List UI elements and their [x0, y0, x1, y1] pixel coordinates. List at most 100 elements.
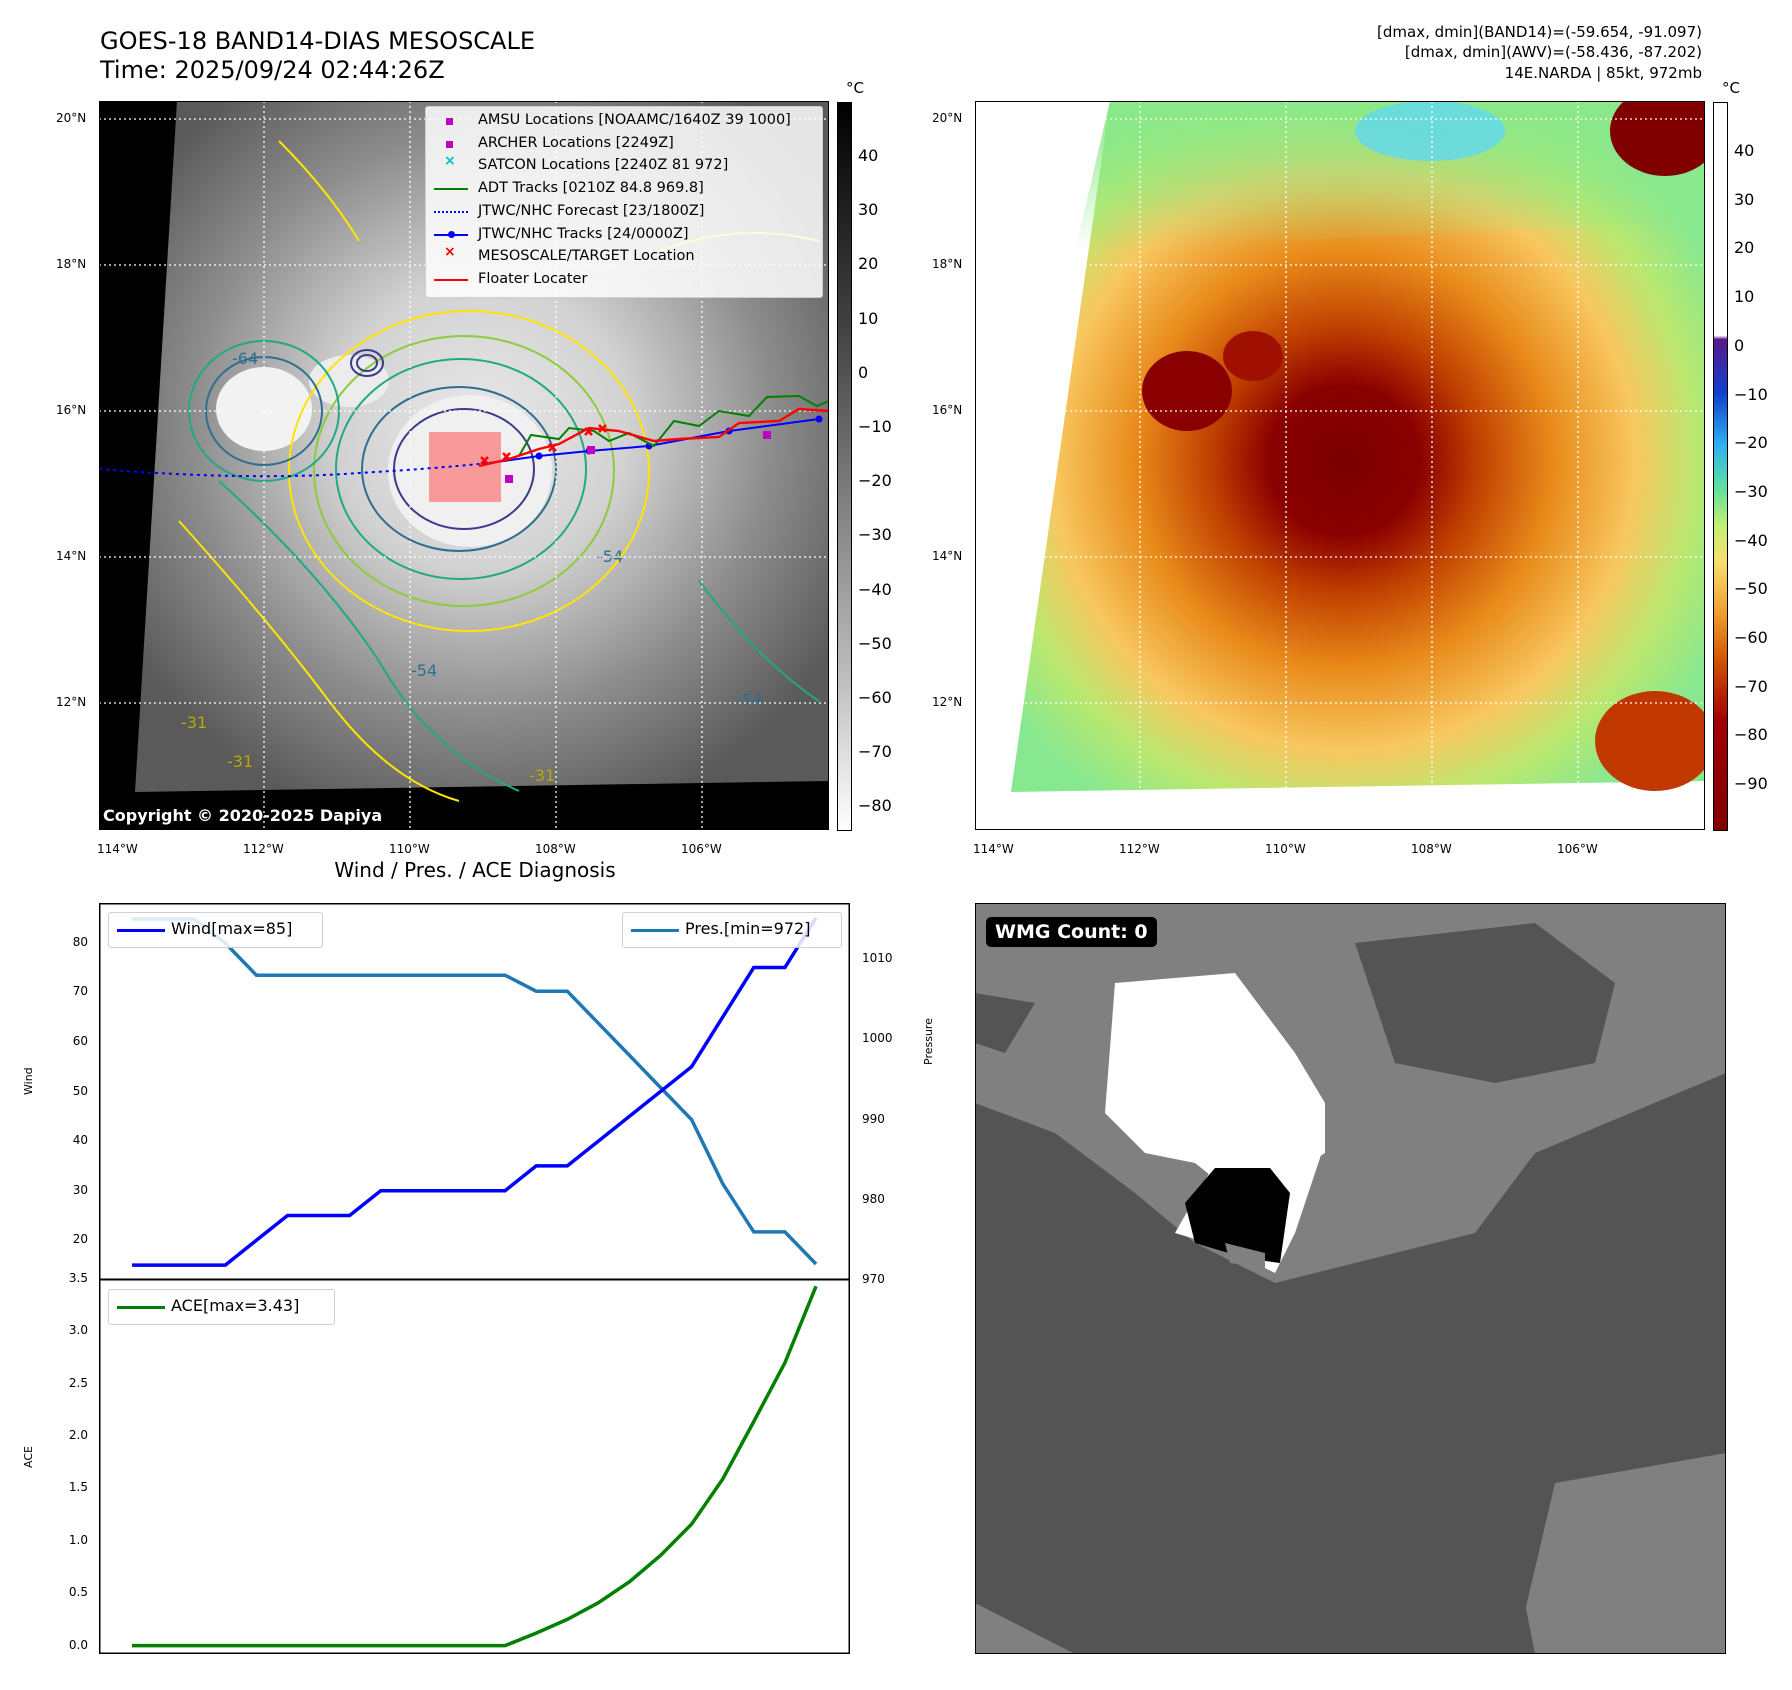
x-icon: × — [444, 244, 456, 260]
tick-label: 2.5 — [68, 1375, 88, 1390]
lat-label: 12°N — [56, 695, 87, 709]
figure-title-line2: Time: 2025/09/24 02:44:26Z — [100, 56, 445, 84]
lon-label: 112°W — [1119, 842, 1160, 856]
contour-label: -54 — [736, 690, 762, 709]
tick-label: 3.5 — [68, 1271, 88, 1285]
contour-label: -31 — [181, 713, 207, 732]
lon-label: 110°W — [389, 842, 430, 856]
ace-plot — [98, 1278, 851, 1655]
wind-pres-chart — [98, 902, 851, 1281]
floater-track — [478, 407, 830, 468]
lon-label: 114°W — [97, 842, 138, 856]
tick-label: 60 — [72, 1033, 88, 1048]
colorbar-tick-label: −40 — [1734, 530, 1768, 550]
tick-label: 2.0 — [68, 1428, 88, 1443]
colorbar-tick-label: 20 — [1734, 238, 1755, 258]
colorbar-tick-label: −70 — [1734, 676, 1768, 696]
colorbar-tick-label: −40 — [858, 579, 892, 599]
colorbar-tick-label: 30 — [1734, 189, 1755, 209]
legend-item: ADT Tracks [0210Z 84.8 969.8] — [478, 180, 704, 196]
tick-label: 70 — [72, 984, 88, 999]
tick-label: 1010 — [862, 951, 893, 966]
legend-item: Pres.[min=972] — [685, 919, 811, 938]
colorbar-tick-label: −10 — [858, 417, 892, 436]
info-line3: 14E.NARDA | 85kt, 972mb — [1504, 64, 1702, 82]
info-line1: [dmax, dmin](BAND14)=(-59.654, -91.097) — [1377, 23, 1702, 41]
tick-label: 80 — [72, 934, 88, 949]
dotted-line-icon — [434, 211, 468, 213]
colorbar-tick-label: 0 — [858, 362, 869, 382]
line-icon — [631, 929, 679, 932]
ir-colorbar-unit: °C — [846, 79, 864, 97]
x-icon: × — [444, 153, 456, 169]
legend-item: ACE[max=3.43] — [171, 1296, 300, 1315]
square-icon — [446, 118, 453, 125]
ir-legend: AMSU Locations [NOAAMC/1640Z 39 1000] AR… — [425, 106, 823, 298]
colorbar-tick-label: −50 — [858, 633, 892, 653]
jtwc-track — [488, 418, 820, 464]
lat-label: 16°N — [56, 403, 87, 417]
legend-item: Floater Locater — [478, 271, 588, 287]
lat-label: 20°N — [56, 111, 87, 125]
line-icon — [434, 279, 468, 281]
info-line2: [dmax, dmin](AWV)=(-58.436, -87.202) — [1404, 43, 1702, 61]
colorbar-tick-label: 0 — [1734, 335, 1745, 355]
ir-colorbar — [837, 102, 852, 831]
tick-label: 990 — [862, 1111, 885, 1126]
lat-label: 18°N — [932, 257, 963, 271]
tick-label: 0.0 — [68, 1637, 88, 1652]
colorbar-tick-label: 20 — [858, 254, 879, 274]
colorbar-tick-label: −50 — [1734, 579, 1768, 599]
ace-line — [132, 1285, 818, 1648]
tick-label: 980 — [862, 1191, 885, 1206]
colorbar-tick-label: −10 — [1734, 384, 1768, 404]
legend-item: JTWC/NHC Tracks [24/0000Z] — [478, 226, 689, 242]
legend-item: JTWC/NHC Forecast [23/1800Z] — [478, 203, 705, 219]
colorbar-tick-label: −80 — [858, 796, 892, 816]
colorbar-tick-label: −30 — [858, 525, 892, 545]
legend-item: Wind[max=85] — [171, 919, 293, 938]
awv-colorbar-unit: °C — [1722, 79, 1740, 97]
ace-axis-label: ACE — [22, 1446, 35, 1468]
adt-track — [518, 394, 830, 457]
line-icon — [117, 1306, 165, 1309]
wind-axis-label: Wind — [22, 1067, 35, 1095]
square-icon — [446, 141, 453, 148]
awv-map-svg — [975, 86, 1720, 830]
tick-label: 1.0 — [68, 1532, 88, 1547]
colorbar-tick-label: −60 — [1734, 628, 1768, 647]
colorbar-tick-label: −20 — [1734, 433, 1768, 453]
lat-label: 12°N — [932, 695, 963, 709]
forecast-track — [98, 462, 490, 478]
tick-label: 0.5 — [68, 1585, 88, 1600]
legend-item: MESOSCALE/TARGET Location — [478, 248, 695, 264]
tick-label: 970 — [862, 1272, 885, 1286]
lon-label: 110°W — [1265, 842, 1306, 856]
tick-label: 50 — [72, 1083, 88, 1098]
dot-icon — [448, 231, 455, 238]
contour-label: -64 — [232, 349, 258, 368]
target-box — [429, 432, 501, 502]
colorbar-tick-label: 40 — [858, 146, 879, 165]
figure-title-line1: GOES-18 BAND14-DIAS MESOSCALE — [100, 27, 536, 55]
colorbar-tick-label: −30 — [1734, 481, 1768, 501]
lat-label: 14°N — [56, 549, 87, 563]
lon-label: 114°W — [973, 842, 1014, 856]
wmg-panel — [975, 903, 1726, 1654]
wmg-count-badge: WMG Count: 0 — [986, 917, 1157, 947]
line-icon — [434, 188, 468, 190]
line-icon — [117, 929, 165, 932]
wind-legend: Wind[max=85] — [108, 912, 323, 948]
lat-label: 18°N — [56, 257, 87, 271]
contour-label: -54 — [411, 661, 437, 680]
awv-colorbar — [1713, 102, 1728, 831]
awv-image-area — [1011, 101, 1705, 792]
wind-pres-plot — [98, 902, 851, 1281]
tick-label: 1000 — [862, 1031, 893, 1046]
pressure-line — [132, 917, 818, 1266]
chart-title: Wind / Pres. / ACE Diagnosis — [334, 858, 616, 882]
colorbar-tick-label: 30 — [858, 200, 879, 220]
copyright-text: Copyright © 2020-2025 Dapiya — [103, 806, 382, 825]
colorbar-tick-label: −20 — [858, 471, 892, 491]
lon-label: 106°W — [681, 842, 722, 856]
